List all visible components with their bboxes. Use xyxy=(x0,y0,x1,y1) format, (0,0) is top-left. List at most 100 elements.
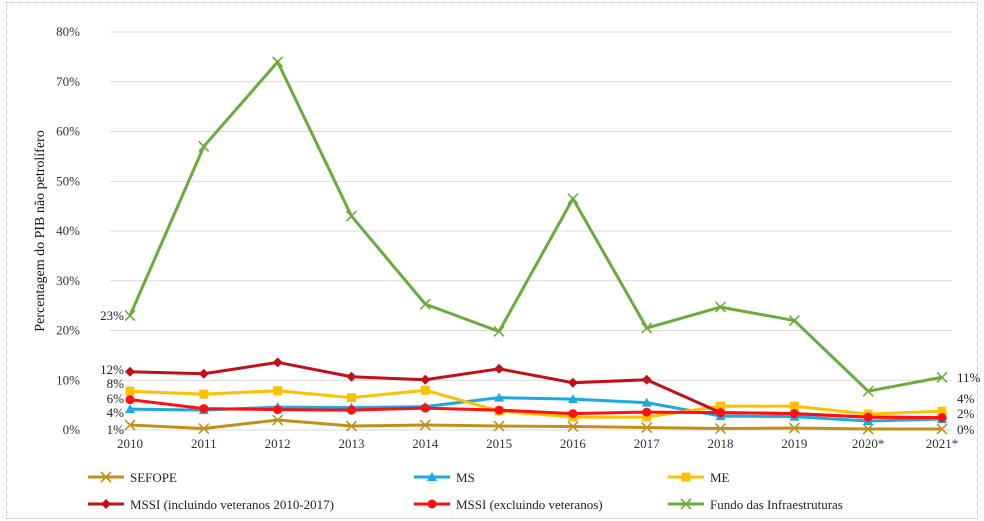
data-label: 12% xyxy=(100,362,124,377)
x-tick-label: 2014 xyxy=(412,436,439,451)
data-point xyxy=(862,423,874,435)
data-label: 4% xyxy=(957,391,975,406)
data-point xyxy=(199,404,209,414)
data-point xyxy=(714,301,727,313)
x-tick-label: 2018 xyxy=(708,436,734,451)
data-point xyxy=(641,397,652,407)
data-point xyxy=(789,401,799,411)
data-point xyxy=(198,368,209,379)
data-point xyxy=(567,394,578,404)
x-tick-label: 2017 xyxy=(634,436,661,451)
data-point xyxy=(273,405,283,415)
data-point xyxy=(125,395,135,405)
data-point xyxy=(124,310,136,322)
data-point xyxy=(346,371,357,382)
legend-label: MSSI (excluindo veteranos) xyxy=(456,497,603,512)
legend-marker xyxy=(680,498,692,510)
y-tick-label: 40% xyxy=(56,223,80,238)
y-axis-label: Percentagem do PIB não petrolífero xyxy=(33,130,48,331)
legend-label: SEFOPE xyxy=(130,470,177,485)
data-point xyxy=(641,374,652,385)
data-point xyxy=(125,404,135,414)
legend-marker xyxy=(427,499,437,509)
x-tick-label: 2010 xyxy=(117,436,143,451)
data-point xyxy=(493,420,505,432)
data-label: 8% xyxy=(107,376,125,391)
series-line xyxy=(129,388,943,419)
legend-label: MSSI (incluindo veteranos 2010-2017) xyxy=(130,497,334,512)
data-point xyxy=(642,412,652,422)
x-tick-label: 2012 xyxy=(265,436,291,451)
series-line xyxy=(128,60,943,393)
data-point xyxy=(345,420,358,432)
data-point xyxy=(789,409,799,419)
data-point xyxy=(125,366,135,377)
data-point xyxy=(420,385,430,395)
data-point xyxy=(493,325,505,338)
data-point xyxy=(420,374,431,385)
data-point xyxy=(936,371,948,383)
series-line xyxy=(129,418,942,431)
data-point xyxy=(567,377,578,388)
data-label: 1% xyxy=(107,422,125,437)
data-point xyxy=(346,393,356,403)
legend-marker xyxy=(427,472,437,481)
data-point xyxy=(419,419,431,431)
data-point xyxy=(272,56,284,68)
x-tick-label: 2013 xyxy=(338,436,364,451)
data-point xyxy=(788,314,800,327)
data-point xyxy=(494,363,505,374)
x-tick-label: 2016 xyxy=(560,436,587,451)
y-tick-label: 60% xyxy=(56,124,80,139)
data-point xyxy=(198,140,210,152)
legend-marker xyxy=(681,472,691,482)
data-point xyxy=(863,412,873,422)
data-point xyxy=(642,407,652,417)
data-point xyxy=(862,385,874,397)
data-point xyxy=(937,406,947,416)
data-point xyxy=(714,422,727,435)
series-line xyxy=(129,398,943,420)
data-point xyxy=(568,409,578,419)
x-tick-label: 2020* xyxy=(852,436,885,451)
data-label: 2% xyxy=(957,406,975,421)
data-point xyxy=(937,413,947,423)
series-line xyxy=(129,396,943,423)
data-label: 23% xyxy=(100,308,124,323)
data-label: 0% xyxy=(957,422,975,437)
data-point xyxy=(198,422,210,435)
data-point xyxy=(716,401,726,411)
data-label: 4% xyxy=(107,405,125,420)
x-tick-label: 2021* xyxy=(926,436,959,451)
data-point xyxy=(419,298,431,310)
data-point xyxy=(273,386,283,396)
data-point xyxy=(567,193,579,205)
data-point xyxy=(788,422,800,434)
data-point xyxy=(272,357,283,368)
y-tick-label: 20% xyxy=(56,323,80,338)
legend-label: Fundo das Infraestruturas xyxy=(710,497,843,512)
legend-label: ME xyxy=(710,470,730,485)
x-tick-label: 2019 xyxy=(781,436,807,451)
y-tick-label: 50% xyxy=(56,173,80,188)
y-tick-label: 70% xyxy=(56,74,80,89)
y-tick-label: 10% xyxy=(56,372,80,387)
y-tick-label: 30% xyxy=(56,273,80,288)
data-point xyxy=(124,419,136,431)
x-tick-label: 2015 xyxy=(486,436,512,451)
data-point xyxy=(567,420,579,433)
data-point xyxy=(199,389,209,399)
data-point xyxy=(494,392,505,402)
chart-frame xyxy=(6,2,978,519)
data-label: 11% xyxy=(957,370,981,385)
data-label: 6% xyxy=(107,391,125,406)
data-point xyxy=(716,408,726,418)
data-point xyxy=(641,322,653,334)
data-point xyxy=(272,414,284,426)
data-point xyxy=(641,421,653,434)
x-tick-label: 2011 xyxy=(191,436,217,451)
data-point xyxy=(346,405,356,415)
legend-marker xyxy=(100,471,112,483)
legend-marker xyxy=(101,499,111,509)
